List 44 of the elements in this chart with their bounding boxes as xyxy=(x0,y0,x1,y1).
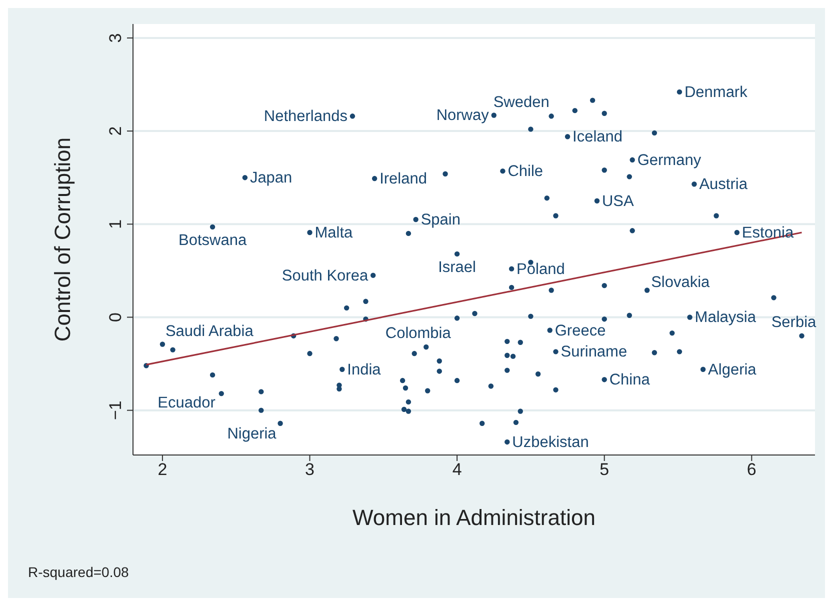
annotation: Colombia xyxy=(385,325,452,342)
annotation: South Korea xyxy=(282,267,368,284)
annotation: Ireland xyxy=(380,170,427,188)
annotation: Spain xyxy=(420,211,460,228)
annotation: Estonia xyxy=(742,224,794,242)
annotation: Netherlands xyxy=(264,108,348,126)
x-axis-title: Women in Administration xyxy=(352,505,596,530)
text: R-squared=0.08 xyxy=(28,564,129,580)
annotation: India xyxy=(347,361,382,378)
annotation: USA xyxy=(602,192,635,210)
annotation: Norway xyxy=(436,107,490,124)
x-tick-label: 6 xyxy=(746,460,756,480)
annotation: Israel xyxy=(438,258,476,276)
annotation: Suriname xyxy=(560,344,628,361)
y-axis-title: Control of Corruption xyxy=(50,137,75,342)
y-tick-label: 3 xyxy=(106,33,125,43)
annotation: Chile xyxy=(508,163,544,180)
y-tick-label: 1 xyxy=(106,219,125,229)
annotation: Nigeria xyxy=(227,425,277,442)
annotation: Japan xyxy=(250,170,292,187)
annotation: Iceland xyxy=(572,128,623,146)
x-tick-label: 2 xyxy=(158,460,168,480)
annotation: Sweden xyxy=(493,94,550,112)
annotation: Uzbekistan xyxy=(512,434,589,451)
annotation: Saudi Arabia xyxy=(165,323,254,340)
x-tick-label: 3 xyxy=(305,460,314,480)
annotation: Austria xyxy=(699,176,748,194)
annotation: Malta xyxy=(314,224,354,242)
annotation: Poland xyxy=(516,260,565,278)
annotation: Greece xyxy=(554,322,606,340)
y-tick-label: −1 xyxy=(106,400,125,420)
annotation: Slovakia xyxy=(651,274,710,292)
y-tick-label: 2 xyxy=(106,126,125,136)
annotation: Botswana xyxy=(178,232,247,249)
y-tick-label: 0 xyxy=(106,312,125,322)
x-tick-label: 5 xyxy=(600,460,610,480)
annotation: Germany xyxy=(637,152,702,169)
x-tick-label: 4 xyxy=(452,460,462,480)
annotation: Malaysia xyxy=(694,309,756,326)
annotation: Denmark xyxy=(684,84,748,101)
annotation: China xyxy=(609,372,650,389)
annotation: Ecuador xyxy=(158,394,216,412)
annotation: Algeria xyxy=(708,361,757,378)
annotation: Serbia xyxy=(771,314,817,331)
